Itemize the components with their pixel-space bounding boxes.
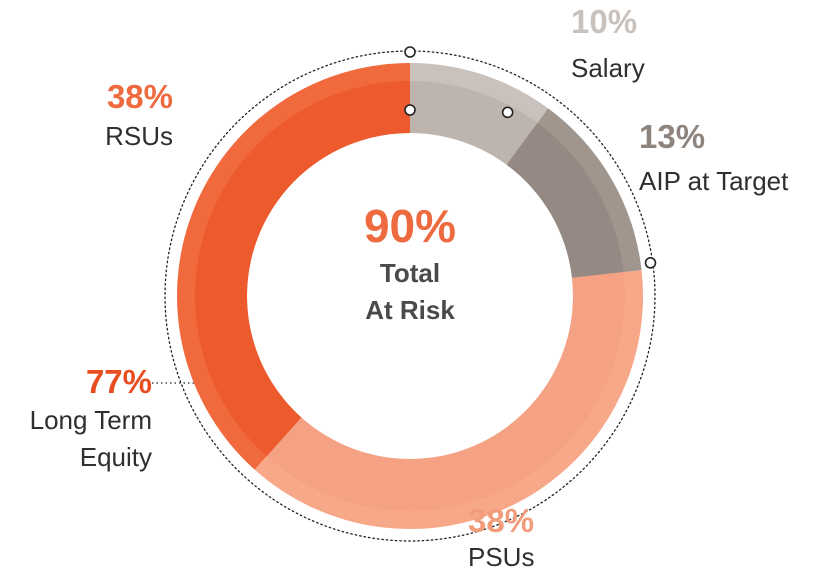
- guide-endpoint-marker: [501, 106, 514, 119]
- total-at-risk-value: 90%: [364, 200, 456, 252]
- rsus-value-label: 38%: [107, 78, 173, 115]
- salary-value-label: 10%: [571, 3, 637, 40]
- aip-name-label: AIP at Target: [639, 166, 789, 196]
- psus-name-label: PSUs: [468, 542, 534, 572]
- equity-value-label: 77%: [86, 363, 152, 400]
- psus-value-label: 38%: [468, 502, 534, 539]
- psus-slice-inner: [266, 272, 625, 511]
- total-guide-arc: [164, 50, 656, 542]
- guide-endpoint-marker: [404, 46, 416, 58]
- guide-endpoint-marker: [404, 104, 416, 116]
- rsus-name-label: RSUs: [105, 121, 173, 151]
- total-at-risk-label-line1: Total: [380, 258, 440, 288]
- guide-endpoint-marker: [644, 257, 657, 269]
- salary-name-label: Salary: [571, 53, 645, 83]
- rsus-slice-inner: [194, 81, 410, 457]
- equity-name-label-line2: Equity: [80, 442, 152, 472]
- aip-value-label: 13%: [639, 118, 705, 155]
- equity-name-label-line1: Long Term: [30, 405, 152, 435]
- total-at-risk-label-line2: At Risk: [365, 295, 455, 325]
- aip-slice-inner: [506, 122, 624, 278]
- salary-slice-inner: [410, 81, 538, 165]
